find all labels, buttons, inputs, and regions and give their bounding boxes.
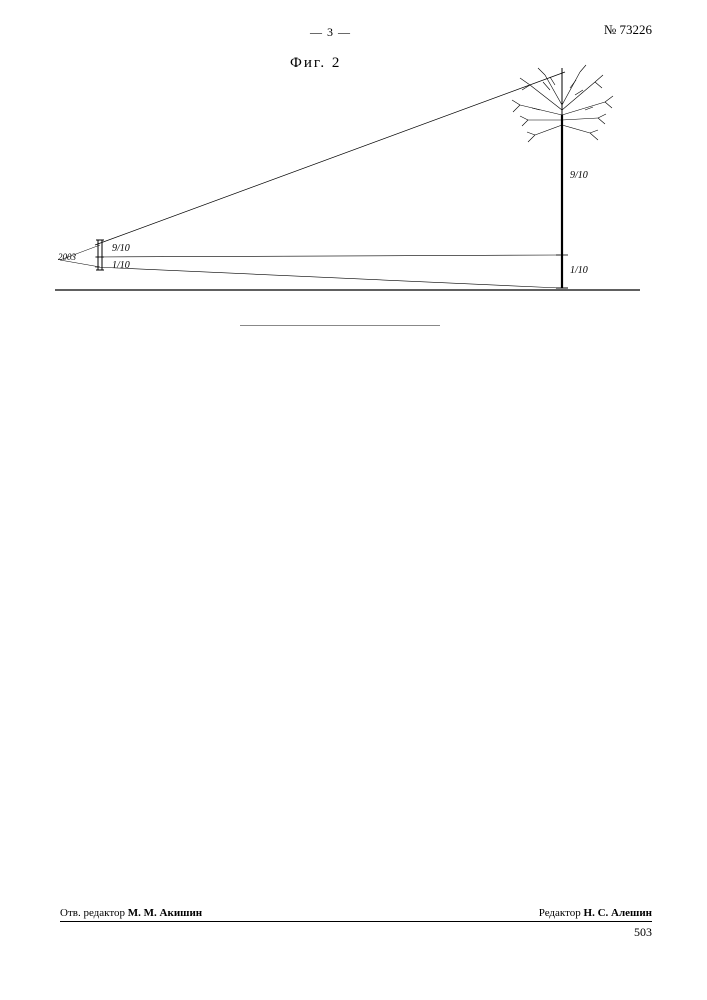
document-number: № 73226 bbox=[604, 22, 652, 38]
editor-right: Редактор Н. С. Алешин bbox=[539, 907, 652, 919]
editor-left-name: М. М. Акишин bbox=[128, 907, 202, 919]
diagram-svg bbox=[50, 60, 650, 320]
fraction-upper-left: 9/10 bbox=[112, 243, 130, 254]
fraction-lower-right: 1/10 bbox=[570, 265, 588, 276]
page-marker-top: — 3 — bbox=[310, 25, 351, 40]
editor-left-label: Отв. редактор bbox=[60, 907, 128, 919]
editor-right-label: Редактор bbox=[539, 907, 584, 919]
editors-row: Отв. редактор М. М. Акишин Редактор Н. С… bbox=[60, 907, 652, 919]
fraction-lower-left: 1/10 bbox=[112, 260, 130, 271]
instrument-label: 2003 bbox=[58, 252, 76, 262]
page-number-bottom: 503 bbox=[60, 925, 652, 940]
footer: Отв. редактор М. М. Акишин Редактор Н. С… bbox=[60, 907, 652, 940]
editor-left: Отв. редактор М. М. Акишин bbox=[60, 907, 202, 919]
footer-line bbox=[60, 921, 652, 922]
diagram: 2003 9/10 1/10 9/10 1/10 bbox=[50, 60, 650, 320]
fraction-upper-right: 9/10 bbox=[570, 170, 588, 181]
divider bbox=[240, 325, 440, 327]
editor-right-name: Н. С. Алешин bbox=[584, 907, 652, 919]
